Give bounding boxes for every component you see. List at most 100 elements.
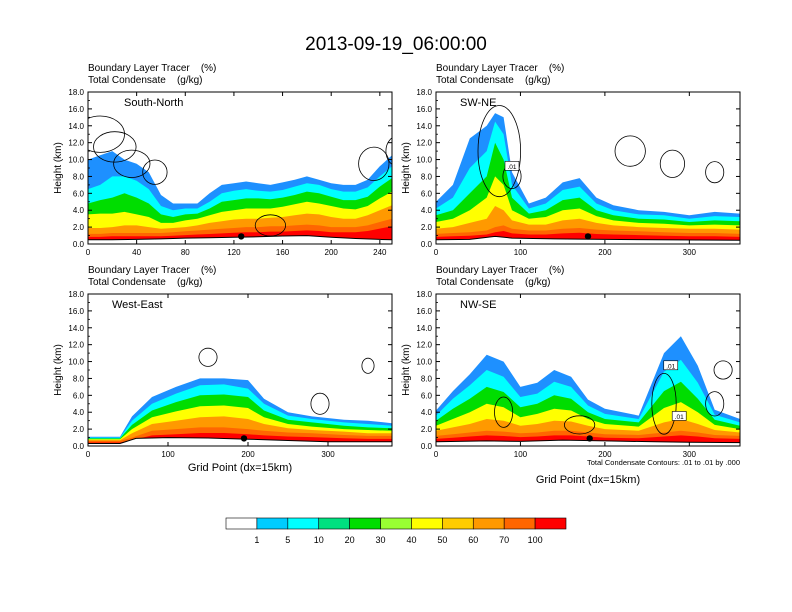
colorbar-label: 100 [528,535,543,545]
y-tick-label: 6.0 [421,189,433,198]
location-marker [240,435,248,442]
condensate-contour [254,214,286,237]
y-tick-label: 14.0 [68,324,84,333]
colorbar-swatch [318,517,350,530]
location-marker [584,233,592,240]
colorbar-label: 10 [314,535,324,545]
condensate-contour [198,347,218,367]
y-tick-label: 8.0 [73,172,85,181]
y-tick-label: 18.0 [416,88,432,97]
terrain-line [88,235,392,241]
y-tick-label: 4.0 [73,408,85,417]
y-tick-label: 18.0 [68,290,84,299]
y-tick-label: 8.0 [421,374,433,383]
y-tick-label: 6.0 [73,189,85,198]
condensate-contour [477,105,521,198]
condensate-contour [361,357,375,374]
contour-label-box [663,360,679,371]
condensate-contour [713,360,733,380]
y-axis-label: Height (km) [53,344,64,396]
colorbar-swatch [472,517,505,530]
contour-label: .01 [675,414,684,421]
y-tick-label: 4.0 [73,206,85,215]
y-tick-label: 14.0 [416,122,432,131]
y-tick-label: 12.0 [416,341,432,350]
contour-label: .01 [507,164,516,171]
x-tick-label: 100 [514,248,528,257]
colorbar-swatch [534,517,567,530]
panel-header-line1: Boundary Layer Tracer (%) [436,63,564,74]
plot-area [88,347,392,446]
y-tick-label: 0.0 [421,442,433,451]
location-marker [238,233,245,240]
condensate-contour [88,115,125,153]
terrain-line [88,437,392,444]
colorbar-swatch [349,517,381,530]
y-tick-label: 16.0 [416,307,432,316]
y-tick-label: 16.0 [68,307,84,316]
x-tick-label: 40 [132,248,141,257]
x-axis-label: Grid Point (dx=15km) [188,462,292,474]
terrain-line [436,439,740,444]
x-tick-label: 100 [514,450,528,459]
x-axis: 0 40 80 120 160 200 240 [86,92,387,257]
y-tick-label: 18.0 [68,88,84,97]
y-tick-label: 2.0 [73,425,85,434]
condensate-contour [705,161,725,184]
colorbar-swatch [225,517,258,530]
y-tick-label: 12.0 [416,139,432,148]
y-axis: 0.0 2.0 4.0 6.0 8.0 10.0 12.0 14.0 16.0 18.0 [416,88,740,249]
terrain-line [436,235,740,241]
panel-south-north: Boundary Layer Tracer (%) Total Condensa… [53,63,393,257]
x-tick-label: 200 [598,248,612,257]
panel-header-line1: Boundary Layer Tracer (%) [88,63,216,74]
colorbar-swatch [256,517,289,530]
y-axis-label: Height (km) [401,142,412,194]
y-tick-label: 6.0 [421,391,433,400]
colorbar-label: 1 [254,535,259,545]
y-tick-label: 14.0 [416,324,432,333]
y-tick-label: 10.0 [416,358,432,367]
colorbar-swatch [287,517,320,530]
panel-west-east: Boundary Layer Tracer (%) Total Condensa… [53,265,393,474]
condensate-contour [614,135,646,167]
x-tick-label: 0 [86,248,91,257]
panel-header-line2: Total Condensate (g/kg) [436,75,551,86]
terrain [88,235,392,244]
x-tick-label: 80 [181,248,190,257]
contour-label-box [671,411,687,421]
condensate-contour [659,149,686,178]
colorbar-label: 70 [499,535,509,545]
figure-title: 2013-09-19_06:00:00 [305,34,487,55]
panel-section-label: SW-NE [460,97,496,109]
colorbar-label: 30 [376,535,386,545]
y-tick-label: 4.0 [421,408,433,417]
contour-note: Total Condensate Contours: .01 to .01 by… [587,458,740,467]
y-tick-label: 10.0 [68,156,84,165]
colorbar-swatch [503,517,536,530]
x-tick-label: 300 [683,450,697,459]
colorbar-swatch [411,517,443,530]
panel-header-line2: Total Condensate (g/kg) [88,75,203,86]
colorbar-label: 20 [345,535,355,545]
y-tick-label: 10.0 [68,358,84,367]
condensate-contour [385,137,392,165]
colorbar-label: 50 [437,535,447,545]
condensate-contour [310,392,330,415]
panel-sw-ne: Boundary Layer Tracer (%) Total Condensa… [401,63,741,257]
y-tick-label: 16.0 [416,105,432,114]
panel-section-label: NW-SE [460,299,496,311]
condensate-contour [113,149,151,178]
y-tick-label: 0.0 [73,442,85,451]
y-tick-label: 2.0 [421,425,433,434]
x-tick-label: 240 [373,248,387,257]
y-axis: 0.0 2.0 4.0 6.0 8.0 10.0 12.0 14.0 16.0 18.0 [68,290,392,451]
condensate-contour [651,372,677,435]
x-axis: 0 100 200 300 [434,92,697,257]
y-tick-label: 4.0 [421,206,433,215]
location-marker [586,435,593,442]
y-tick-label: 10.0 [416,156,432,165]
x-tick-label: 0 [86,450,91,459]
panel-nw-se: Boundary Layer Tracer (%) Total Condensa… [401,265,741,486]
